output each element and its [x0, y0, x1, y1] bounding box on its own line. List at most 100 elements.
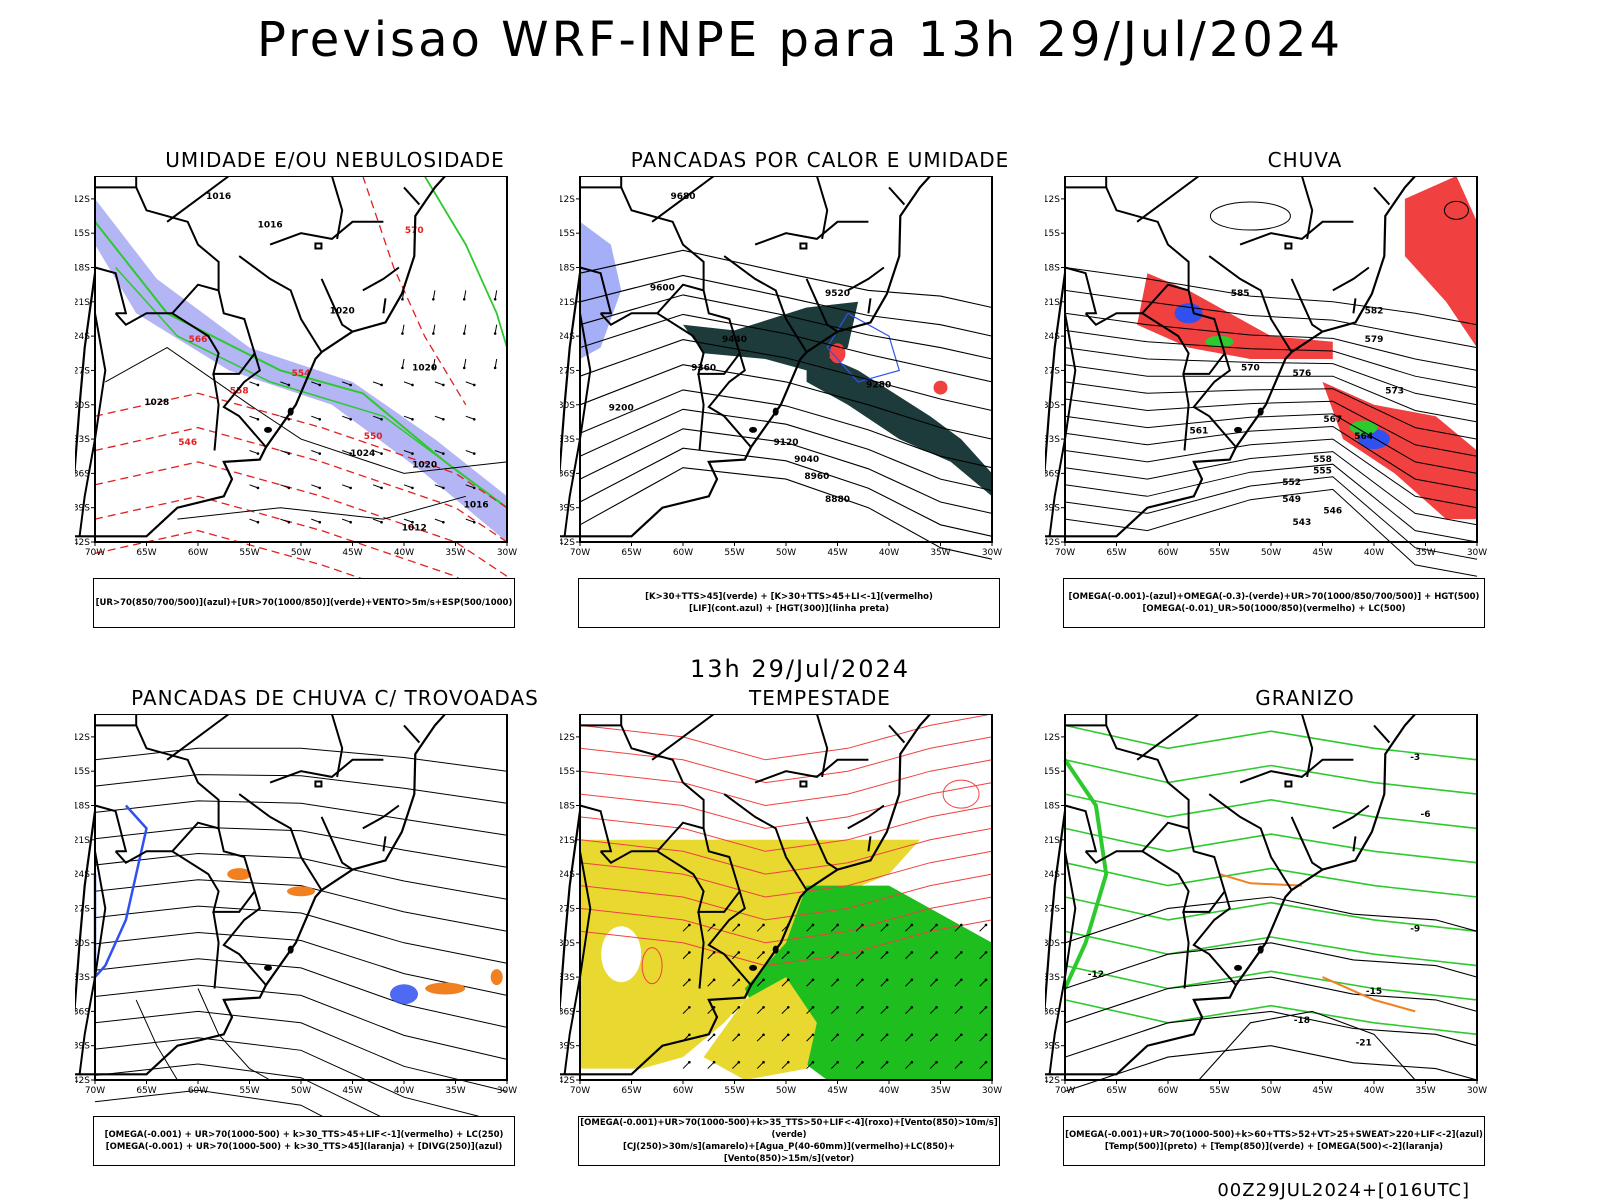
wind-vector	[372, 484, 382, 489]
border-line	[1064, 804, 1098, 853]
lat-tick-label: 33S	[1045, 973, 1060, 983]
wind-vector-head	[786, 978, 790, 982]
panel-title: PANCADAS DE CHUVA C/ TROVOADAS	[131, 686, 539, 710]
hgt300-contour	[579, 408, 993, 492]
lat-tick-label: 33S	[560, 435, 575, 445]
panel-title: CHUVA	[1267, 148, 1343, 172]
wind-vector	[432, 324, 436, 334]
streamline	[94, 879, 508, 932]
lat-tick-label: 12S	[1045, 733, 1060, 743]
lat-tick-label: 30S	[560, 401, 575, 411]
wind-vector	[280, 381, 290, 386]
lon-tick-label: 40W	[394, 548, 414, 558]
wind-vector	[311, 518, 320, 523]
wind-vector	[830, 1006, 839, 1015]
border-line	[888, 186, 906, 206]
lake-mirim	[264, 964, 273, 971]
lon-tick-label: 55W	[1209, 1086, 1229, 1096]
contour-label: -21	[1356, 1039, 1372, 1049]
wind-vector	[682, 1061, 690, 1069]
wind-vector	[342, 415, 351, 420]
streamline	[94, 1089, 323, 1116]
border-line	[1300, 714, 1314, 778]
wind-vector-head	[349, 452, 352, 455]
lon-tick-label: 30W	[497, 1086, 517, 1096]
lat-tick-label: 36S	[560, 1007, 575, 1017]
wind-vector-head	[688, 1033, 691, 1037]
wind-vector	[954, 1006, 962, 1015]
wind-vector-head	[287, 486, 291, 490]
wind-vector-head	[688, 978, 691, 982]
wind-vector	[880, 952, 888, 960]
wind-vector	[880, 979, 888, 987]
lagoa-patos	[772, 407, 779, 416]
wind-vector-head	[959, 1005, 963, 1009]
wind-vector-head	[786, 1033, 790, 1037]
wind-vector	[372, 518, 382, 523]
lat-tick-label: 39S	[1045, 504, 1060, 514]
wind-vector	[979, 1034, 987, 1042]
border-line	[1373, 724, 1391, 744]
wind-vector-head	[380, 452, 383, 455]
border-line	[1141, 283, 1189, 314]
lon-tick-label: 40W	[879, 1086, 899, 1096]
wind-vector-head	[256, 486, 260, 490]
lon-tick-label: 30W	[1467, 548, 1487, 558]
df-box	[314, 242, 323, 250]
wind-vector-head	[762, 1005, 765, 1009]
hgt500-contour	[1443, 200, 1469, 220]
wind-vector	[732, 924, 740, 932]
lat-tick-label: 21S	[75, 836, 90, 846]
wind-vector-head	[318, 486, 322, 490]
streamline	[94, 905, 508, 964]
border-line	[1208, 255, 1293, 353]
contour-label: 585	[1231, 289, 1250, 299]
hgt500-contour	[1064, 312, 1478, 371]
lon-tick-label: 60W	[188, 1086, 208, 1096]
wind-vector	[465, 415, 475, 420]
contour-label: 552	[1282, 478, 1301, 488]
wind-vector-head	[811, 978, 815, 982]
border-line	[94, 804, 128, 853]
wind-vector	[781, 1034, 789, 1042]
wind-vector-head	[836, 951, 839, 954]
wind-vector-head	[411, 520, 414, 524]
lat-tick-label: 24S	[75, 870, 90, 880]
wind-vector-head	[256, 520, 260, 524]
lon-tick-label: 65W	[136, 1086, 156, 1096]
wind-vector-head	[401, 332, 404, 335]
panel-umidade: UMIDADE E/OU NEBULOSIDADE 1016 1016 1020 10…	[75, 148, 595, 628]
wind-vector-head	[411, 383, 414, 387]
wind-vector	[311, 450, 320, 455]
legend-line: [OMEGA(-0.001) + UR>70(1000-500) + k>30_…	[104, 1130, 504, 1140]
instability-area-green	[806, 347, 992, 497]
wind-vector	[280, 518, 290, 523]
wind-vector-head	[811, 951, 815, 954]
wind-vector	[855, 952, 863, 960]
lon-tick-label: 50W	[1261, 548, 1281, 558]
wind-vector	[732, 1061, 740, 1069]
lat-tick-label: 42S	[560, 1076, 575, 1086]
omega-area-orange	[1322, 976, 1416, 1013]
border-line	[269, 758, 384, 784]
wind-vector-head	[885, 951, 889, 954]
lat-tick-label: 27S	[1045, 366, 1060, 376]
temp500-contour-black	[1064, 976, 1478, 1024]
wind-vector-head	[712, 978, 716, 982]
temp850-contour-green	[1064, 861, 1478, 898]
border-line	[651, 714, 715, 761]
lc850-streamline-red	[579, 919, 993, 967]
df-box	[799, 780, 808, 788]
wind-vector-head	[959, 1033, 963, 1037]
wind-vector	[905, 1006, 913, 1015]
wind-vector	[463, 324, 467, 334]
border-line	[1065, 186, 1237, 448]
wind-vector-head	[762, 923, 765, 927]
lat-tick-label: 15S	[75, 229, 90, 239]
lon-tick-label: 45W	[1312, 1086, 1332, 1096]
lon-tick-label: 60W	[673, 548, 693, 558]
contour-label: 576	[1293, 369, 1312, 379]
map-base	[1045, 176, 1417, 538]
hgt500-contour	[1064, 364, 1478, 423]
wind-vector	[465, 484, 475, 489]
